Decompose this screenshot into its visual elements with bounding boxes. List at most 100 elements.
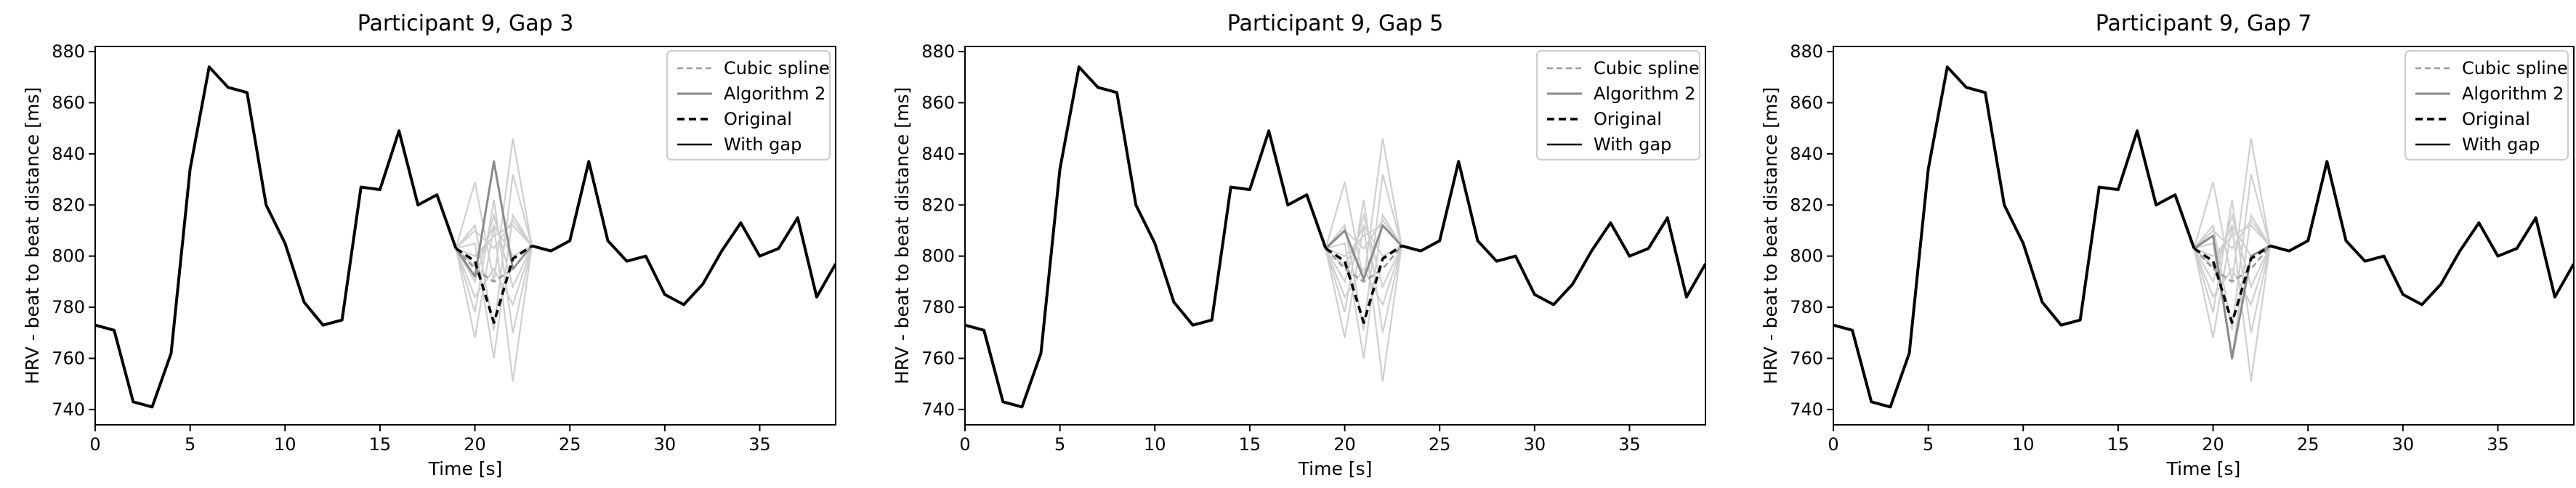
series-line-algorithm-2 xyxy=(1325,224,1403,280)
candidate-series-line xyxy=(455,200,533,333)
y-tick-label: 800 xyxy=(52,246,85,267)
x-tick-label: 0 xyxy=(959,434,970,455)
x-axis-label: Time [s] xyxy=(1298,458,1373,479)
candidate-series-line xyxy=(2193,224,2271,258)
candidate-series-line xyxy=(455,219,533,250)
x-tick-label: 10 xyxy=(274,434,296,455)
legend-label: Algorithm 2 xyxy=(724,84,825,104)
legend-label: Original xyxy=(724,109,792,129)
x-tick-label: 15 xyxy=(1239,434,1261,455)
x-tick-label: 20 xyxy=(2202,434,2224,455)
series-line-original xyxy=(2193,245,2271,324)
chart-panel-1: Participant 9, Gap 3 Time [s] HRV - beat t… xyxy=(22,11,836,479)
legend-label: Cubic spline xyxy=(724,58,830,78)
legend-label: Algorithm 2 xyxy=(1594,84,1695,104)
x-tick-label: 25 xyxy=(2297,434,2319,455)
x-axis-label: Time [s] xyxy=(2166,458,2241,479)
series-line-with-gap xyxy=(95,65,836,409)
y-tick-label: 760 xyxy=(52,348,85,368)
legend: Cubic spline Algorithm 2 Original With gap xyxy=(666,50,831,160)
y-tick-label: 740 xyxy=(52,399,85,420)
legend: Cubic spline Algorithm 2 Original With gap xyxy=(2405,50,2569,160)
chart-panel-2: Participant 9, Gap 5 Time [s] HRV - beat t… xyxy=(892,11,1706,479)
legend-label: Algorithm 2 xyxy=(2462,84,2564,104)
y-tick-label: 820 xyxy=(52,195,85,215)
x-tick-label: 25 xyxy=(1429,434,1451,455)
y-tick-label: 880 xyxy=(1790,41,1823,62)
axes-frame xyxy=(94,46,836,426)
chart-title: Participant 9, Gap 7 xyxy=(2096,11,2312,36)
legend-label: Original xyxy=(1594,109,1662,129)
x-tick-label: 30 xyxy=(2392,434,2415,455)
y-tick-label: 780 xyxy=(52,297,85,317)
candidate-series-line xyxy=(455,224,533,268)
candidate-series-line xyxy=(2193,212,2271,290)
y-tick-label: 780 xyxy=(921,297,955,317)
legend-label: Original xyxy=(2462,109,2530,129)
chart-title: Participant 9, Gap 3 xyxy=(358,11,574,36)
series-line-original xyxy=(1325,245,1402,324)
x-tick-label: 35 xyxy=(1618,434,1641,455)
series-line-with-gap xyxy=(1833,65,2574,409)
series-line-original xyxy=(455,245,533,324)
y-tick-label: 740 xyxy=(921,399,955,420)
y-tick-label: 800 xyxy=(1790,246,1823,267)
legend: Cubic spline Algorithm 2 Original With gap xyxy=(1536,50,1700,160)
y-tick-label: 840 xyxy=(52,144,85,164)
legend-label: Cubic spline xyxy=(2462,58,2568,78)
candidate-series-line xyxy=(456,213,533,359)
y-tick-label: 820 xyxy=(1790,195,1823,215)
plot-area xyxy=(95,65,836,409)
legend-label: Cubic spline xyxy=(1594,58,1700,78)
y-tick-label: 860 xyxy=(921,92,955,113)
chart-panel-3: Participant 9, Gap 7 Time [s] HRV - beat t… xyxy=(1760,11,2575,479)
series-line-cubic-spline xyxy=(2193,245,2271,283)
y-tick-label: 740 xyxy=(1790,399,1823,420)
x-tick-label: 5 xyxy=(1923,434,1934,455)
y-tick-label: 880 xyxy=(52,41,85,62)
candidate-series-line xyxy=(455,174,533,330)
candidate-series-line xyxy=(1325,212,1402,290)
x-tick-label: 25 xyxy=(559,434,581,455)
legend-label: With gap xyxy=(1594,134,1671,155)
series-line-with-gap xyxy=(965,65,1705,409)
candidate-series-line xyxy=(1325,224,1402,268)
series-line-algorithm-2 xyxy=(2193,235,2271,359)
y-tick-label: 840 xyxy=(921,144,955,164)
axes-frame xyxy=(1833,46,2575,426)
y-tick-label: 760 xyxy=(1790,348,1823,368)
x-tick-label: 30 xyxy=(654,434,677,455)
legend-label: With gap xyxy=(2462,134,2540,155)
candidate-series-line xyxy=(1325,200,1402,333)
plot-area xyxy=(965,65,1705,409)
chart-title: Participant 9, Gap 5 xyxy=(1227,11,1444,36)
y-axis-label: HRV - beat to beat distance [ms] xyxy=(22,87,43,384)
y-tick-label: 880 xyxy=(921,41,955,62)
x-tick-label: 20 xyxy=(1333,434,1356,455)
y-tick-label: 760 xyxy=(921,348,955,368)
plot-area xyxy=(1833,65,2574,409)
y-tick-label: 800 xyxy=(921,246,955,267)
y-tick-label: 820 xyxy=(921,195,955,215)
candidate-series-line xyxy=(455,245,533,307)
x-tick-label: 10 xyxy=(1144,434,1166,455)
x-axis-label: Time [s] xyxy=(428,458,503,479)
candidate-series-line xyxy=(2193,245,2271,307)
candidate-series-line xyxy=(1325,213,1402,359)
x-tick-label: 0 xyxy=(1828,434,1838,455)
candidate-series-line xyxy=(2193,219,2271,250)
series-line-algorithm-2 xyxy=(455,160,533,278)
y-tick-label: 840 xyxy=(1790,144,1823,164)
y-axis-label: HRV - beat to beat distance [ms] xyxy=(892,87,913,384)
series-line-cubic-spline xyxy=(1325,245,1402,283)
x-tick-label: 20 xyxy=(464,434,486,455)
legend-label: With gap xyxy=(724,134,802,155)
y-tick-label: 860 xyxy=(1790,92,1823,113)
candidate-series-line xyxy=(1325,245,1402,307)
x-tick-label: 35 xyxy=(748,434,771,455)
x-tick-label: 5 xyxy=(185,434,195,455)
candidate-series-line xyxy=(1325,174,1402,330)
y-tick-label: 860 xyxy=(52,92,85,113)
x-tick-label: 5 xyxy=(1054,434,1065,455)
